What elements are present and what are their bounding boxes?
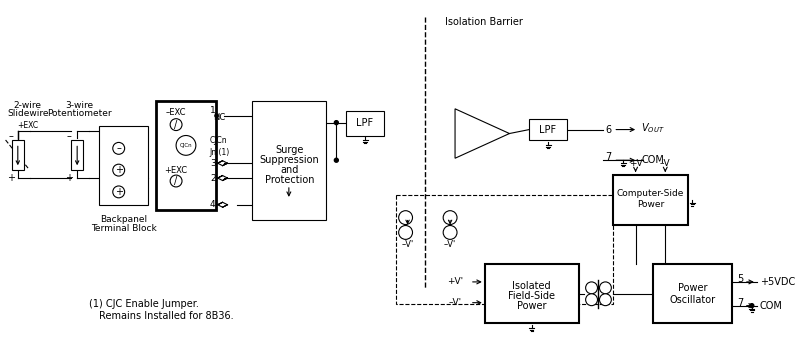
Text: 2-wire: 2-wire (14, 101, 42, 110)
FancyBboxPatch shape (71, 140, 83, 170)
FancyBboxPatch shape (653, 264, 732, 323)
Text: +: + (114, 187, 122, 197)
Text: –V: –V (660, 159, 670, 168)
Circle shape (170, 119, 182, 131)
Text: Suppression: Suppression (259, 155, 319, 165)
Text: +: + (7, 173, 15, 183)
Text: NC: NC (214, 113, 226, 122)
Text: Jn (1): Jn (1) (210, 148, 230, 157)
Text: /: / (174, 176, 178, 186)
Text: –: – (116, 143, 121, 153)
Text: CJCn: CJCn (210, 136, 227, 145)
Text: +: + (66, 173, 74, 183)
Circle shape (443, 225, 457, 239)
Circle shape (750, 304, 754, 307)
Text: $V_{OUT}$: $V_{OUT}$ (641, 122, 665, 135)
Circle shape (586, 282, 598, 294)
Text: COM: COM (760, 301, 782, 311)
Text: Protection: Protection (265, 175, 314, 185)
Text: –V': –V' (444, 240, 456, 249)
Text: 7: 7 (606, 152, 612, 162)
Circle shape (443, 211, 457, 225)
Text: Oscillator: Oscillator (670, 295, 715, 305)
Text: Slidewire: Slidewire (7, 109, 49, 118)
Text: Isolated: Isolated (513, 281, 551, 291)
FancyBboxPatch shape (346, 111, 384, 135)
Text: –: – (9, 131, 14, 142)
Circle shape (170, 175, 182, 187)
Text: Computer-Side: Computer-Side (617, 189, 684, 198)
Circle shape (113, 164, 125, 176)
FancyBboxPatch shape (156, 101, 216, 210)
Circle shape (398, 225, 413, 239)
Circle shape (176, 135, 196, 155)
Polygon shape (455, 109, 510, 158)
Text: Field-Side: Field-Side (508, 291, 555, 301)
Text: 4: 4 (210, 200, 215, 209)
Text: Terminal Block: Terminal Block (90, 224, 157, 233)
Text: /: / (174, 120, 178, 130)
Text: Power: Power (678, 283, 707, 293)
Text: (1) CJC Enable Jumper.: (1) CJC Enable Jumper. (89, 299, 199, 309)
Circle shape (113, 186, 125, 198)
Text: COM: COM (641, 155, 664, 165)
Text: Isolation Barrier: Isolation Barrier (445, 17, 523, 27)
Text: CJCn: CJCn (180, 143, 192, 148)
Text: +V: +V (629, 159, 642, 168)
FancyBboxPatch shape (12, 140, 24, 170)
Text: Surge: Surge (275, 145, 303, 155)
Text: Remains Installed for 8B36.: Remains Installed for 8B36. (99, 310, 234, 321)
Text: +EXC: +EXC (17, 121, 38, 130)
Text: 7: 7 (737, 298, 743, 308)
FancyBboxPatch shape (252, 101, 326, 220)
Text: –V': –V' (449, 298, 462, 307)
Text: 3: 3 (210, 159, 215, 168)
Text: 6: 6 (606, 125, 611, 135)
Text: LPF: LPF (539, 125, 557, 135)
Circle shape (334, 158, 338, 162)
Text: +: + (114, 165, 122, 175)
Text: 3-wire: 3-wire (65, 101, 94, 110)
Text: –V': –V' (402, 240, 414, 249)
FancyBboxPatch shape (614, 175, 687, 225)
Text: +5VDC: +5VDC (760, 277, 795, 287)
Bar (396, 195, 614, 304)
Text: +V': +V' (447, 277, 463, 286)
Circle shape (599, 282, 611, 294)
Text: 1: 1 (210, 106, 215, 115)
Circle shape (599, 294, 611, 306)
Text: Power: Power (517, 301, 546, 311)
FancyBboxPatch shape (99, 126, 148, 205)
Text: –EXC: –EXC (166, 108, 186, 117)
Text: LPF: LPF (357, 118, 374, 128)
Circle shape (334, 121, 338, 125)
Circle shape (586, 294, 598, 306)
Text: and: and (280, 165, 298, 175)
Text: 5: 5 (737, 274, 743, 284)
Circle shape (398, 211, 413, 225)
FancyBboxPatch shape (485, 264, 578, 323)
Circle shape (113, 142, 125, 154)
Text: +EXC: +EXC (165, 166, 188, 175)
Text: Backpanel: Backpanel (100, 215, 147, 224)
Text: Potentiometer: Potentiometer (47, 109, 111, 118)
Text: Power: Power (637, 200, 664, 209)
Text: 2: 2 (210, 174, 215, 183)
Circle shape (214, 114, 218, 118)
FancyBboxPatch shape (530, 119, 567, 140)
Text: –: – (67, 131, 72, 142)
